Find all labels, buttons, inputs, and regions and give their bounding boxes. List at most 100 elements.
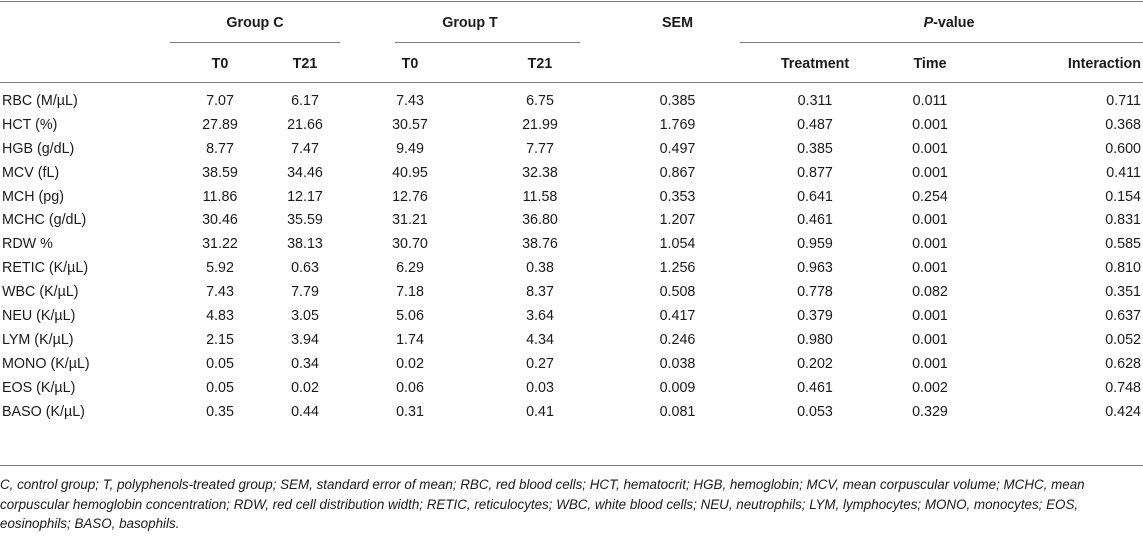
subheader-c-t0: T0 [211, 56, 229, 72]
cell-t-t21: 7.77 [526, 140, 554, 157]
cell-time: 0.329 [912, 403, 948, 420]
cell-treatment: 0.487 [797, 116, 833, 133]
p-value-italic-p: P [923, 15, 934, 31]
cell-t-t0: 7.43 [396, 92, 424, 109]
cell-c-t21: 7.47 [291, 140, 319, 157]
cell-label: WBC (K/µL) [2, 284, 79, 301]
cell-t-t0: 12.76 [392, 188, 428, 205]
cell-t-t0: 6.29 [396, 260, 424, 277]
cell-treatment: 0.959 [797, 236, 833, 253]
cell-label: BASO (K/µL) [2, 403, 85, 420]
cell-t-t0: 0.31 [396, 403, 424, 420]
cell-interaction: 0.351 [1105, 284, 1142, 301]
cell-interaction: 0.831 [1105, 212, 1142, 229]
cell-label: HGB (g/dL) [2, 140, 75, 157]
cell-sem: 0.508 [659, 284, 696, 301]
cell-c-t21: 0.02 [291, 379, 319, 396]
cell-label: LYM (K/µL) [2, 331, 74, 348]
cell-c-t0: 8.77 [206, 140, 234, 157]
cell-c-t0: 7.07 [206, 92, 234, 109]
table-row: HCT (%) 27.89 21.66 30.57 21.99 1.769 0.487 0.0… [0, 113, 1143, 137]
cell-interaction: 0.052 [1105, 331, 1142, 348]
header-bottom-rule [0, 82, 1143, 83]
table-row: RBC (M/µL) 7.07 6.17 7.43 6.75 0.385 0.311 0.01… [0, 89, 1143, 113]
cell-t-t21: 11.58 [522, 188, 558, 205]
cell-time: 0.001 [912, 140, 948, 157]
cell-t-t0: 0.02 [396, 355, 424, 372]
cell-time: 0.002 [912, 379, 948, 396]
cell-t-t21: 36.80 [522, 212, 558, 229]
cell-treatment: 0.778 [797, 284, 833, 301]
cell-time: 0.001 [912, 260, 948, 277]
table-body: RBC (M/µL) 7.07 6.17 7.43 6.75 0.385 0.311 0.01… [0, 89, 1143, 423]
cell-c-t21: 38.13 [287, 236, 323, 253]
cell-sem: 0.246 [659, 331, 696, 348]
cell-interaction: 0.411 [1106, 164, 1142, 181]
cell-c-t21: 12.17 [287, 188, 323, 205]
cell-label: RDW % [2, 236, 53, 253]
cell-t-t21: 32.38 [522, 164, 558, 181]
hematology-table: Group C Group T SEM P-value T0 T21 T0 T2… [0, 0, 1143, 423]
cell-t-t0: 5.06 [396, 307, 424, 324]
cell-time: 0.001 [912, 355, 948, 372]
cell-treatment: 0.379 [797, 307, 833, 324]
cell-interaction: 0.600 [1105, 140, 1142, 157]
cell-t-t21: 6.75 [526, 92, 554, 109]
cell-sem: 0.497 [659, 140, 696, 157]
cell-label: HCT (%) [2, 116, 58, 133]
cell-t-t0: 1.74 [396, 331, 424, 348]
table-row: BASO (K/µL) 0.35 0.44 0.31 0.41 0.081 0.053 0.3… [0, 400, 1143, 424]
table-row: NEU (K/µL) 4.83 3.05 5.06 3.64 0.417 0.379 0.00… [0, 304, 1143, 328]
cell-c-t21: 34.46 [287, 164, 323, 181]
cell-label: MCV (fL) [2, 164, 60, 181]
table-row: MCHC (g/dL) 30.46 35.59 31.21 36.80 1.207 0.46… [0, 208, 1143, 232]
cell-c-t21: 7.79 [291, 284, 319, 301]
header-group-t: Group T [442, 15, 498, 31]
bottom-rule [0, 465, 1143, 466]
cell-t-t21: 0.27 [526, 355, 554, 372]
cell-c-t0: 0.05 [206, 355, 234, 372]
subheader-interaction: Interaction [1067, 56, 1142, 72]
cell-c-t21: 0.63 [291, 260, 319, 277]
table-row: EOS (K/µL) 0.05 0.02 0.06 0.03 0.009 0.461 0.00… [0, 376, 1143, 400]
table-row: MONO (K/µL) 0.05 0.34 0.02 0.27 0.038 0.202 0.0… [0, 352, 1143, 376]
table-row: WBC (K/µL) 7.43 7.79 7.18 8.37 0.508 0.778 0.08… [0, 280, 1143, 304]
cell-sem: 0.385 [659, 92, 696, 109]
cell-sem: 1.256 [659, 260, 696, 277]
p-value-suffix: -value [933, 15, 975, 31]
subheader-time: Time [913, 56, 947, 72]
cell-label: MCH (pg) [2, 188, 64, 205]
cell-t-t21: 4.34 [526, 331, 554, 348]
cell-interaction: 0.368 [1105, 116, 1142, 133]
cell-t-t21: 0.38 [526, 260, 554, 277]
cell-c-t0: 5.92 [206, 260, 234, 277]
p-value-rule [740, 42, 1143, 43]
cell-treatment: 0.053 [797, 403, 833, 420]
subheader-sem-empty [600, 44, 755, 84]
header-empty [0, 0, 170, 44]
cell-treatment: 0.877 [797, 164, 833, 181]
cell-c-t21: 0.34 [291, 355, 319, 372]
cell-interaction: 0.711 [1106, 92, 1142, 109]
cell-c-t21: 6.17 [291, 92, 319, 109]
cell-sem: 0.417 [659, 307, 696, 324]
cell-c-t0: 0.05 [206, 379, 234, 396]
cell-c-t21: 0.44 [291, 403, 319, 420]
header-group-c: Group C [226, 15, 284, 31]
table-row: HGB (g/dL) 8.77 7.47 9.49 7.77 0.497 0.385 0.00… [0, 137, 1143, 161]
table-row: LYM (K/µL) 2.15 3.94 1.74 4.34 0.246 0.980 0.00… [0, 328, 1143, 352]
cell-t-t21: 3.64 [526, 307, 554, 324]
cell-sem: 0.009 [659, 379, 696, 396]
cell-time: 0.001 [912, 331, 948, 348]
cell-t-t21: 0.41 [526, 403, 554, 420]
cell-c-t0: 7.43 [206, 284, 234, 301]
cell-label: NEU (K/µL) [2, 307, 76, 324]
subheader-t-t21: T21 [527, 56, 553, 72]
cell-interaction: 0.748 [1105, 379, 1142, 396]
cell-time: 0.001 [912, 236, 948, 253]
cell-interaction: 0.154 [1105, 188, 1142, 205]
cell-time: 0.082 [912, 284, 948, 301]
table-footnote: C, control group; T, polyphenols-treated… [0, 477, 1085, 532]
cell-sem: 1.769 [659, 116, 696, 133]
